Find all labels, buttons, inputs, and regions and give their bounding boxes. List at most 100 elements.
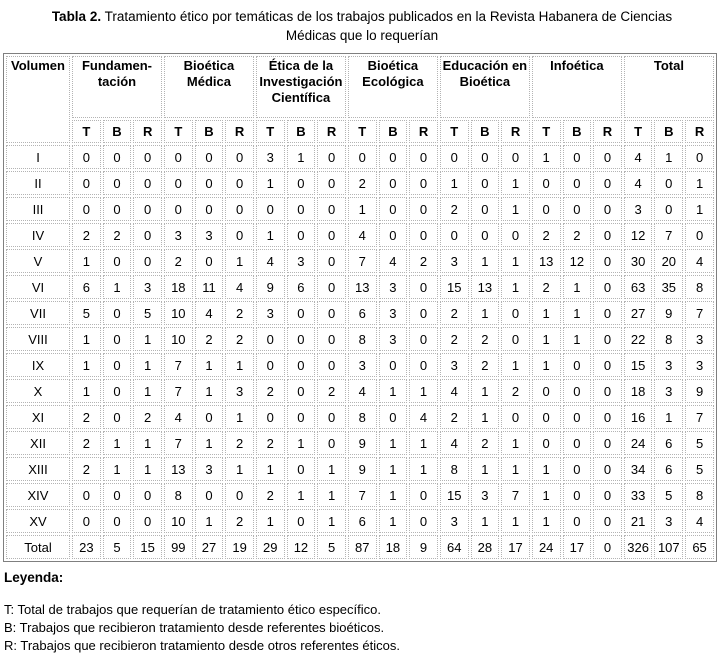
cell: 0 xyxy=(194,483,224,507)
table-row-volume-xv: XV 0 0 0 10 1 2 1 0 1 6 1 0 3 1 1 1 0 0 21 3 4 xyxy=(6,509,714,533)
cell: 0 xyxy=(470,171,500,195)
cell: 1 xyxy=(470,379,500,403)
cell: 0 xyxy=(72,171,101,195)
cell: 0 xyxy=(72,145,101,169)
cell: 0 xyxy=(531,405,561,429)
cell: 0 xyxy=(378,405,408,429)
cell: 326 xyxy=(623,535,653,559)
cell: 0 xyxy=(439,145,469,169)
cell: 1 xyxy=(378,509,408,533)
cell: 0 xyxy=(194,171,224,195)
cell: 0 xyxy=(317,275,346,299)
column-header-volumen: Volumen xyxy=(6,56,70,143)
cell: 3 xyxy=(654,509,684,533)
cell: 15 xyxy=(439,275,469,299)
cell: 0 xyxy=(501,223,530,247)
column-group-bioetica-medica: Bioética Médica xyxy=(163,56,254,118)
cell: 0 xyxy=(685,145,714,169)
cell: 9 xyxy=(347,457,377,481)
cell: 6 xyxy=(654,431,684,455)
cell: 6 xyxy=(347,509,377,533)
cell: 0 xyxy=(531,171,561,195)
cell: 1 xyxy=(531,483,561,507)
legend: Leyenda: T: Total de trabajos que requer… xyxy=(4,570,720,655)
cell: 1 xyxy=(225,249,254,273)
cell: 0 xyxy=(562,197,592,221)
cell: 3 xyxy=(225,379,254,403)
cell: 30 xyxy=(623,249,653,273)
cell: 0 xyxy=(286,301,316,325)
cell: 3 xyxy=(378,275,408,299)
table-row-volume-ix: IX 1 0 1 7 1 1 0 0 0 3 0 0 3 2 1 1 0 0 15 3 3 xyxy=(6,353,714,377)
cell: 0 xyxy=(378,197,408,221)
cell: 0 xyxy=(102,353,132,377)
cell: 33 xyxy=(623,483,653,507)
cell: 0 xyxy=(163,197,193,221)
row-label: Total xyxy=(6,535,70,559)
cell: 2 xyxy=(347,171,377,195)
cell: 3 xyxy=(470,483,500,507)
cell: 1 xyxy=(501,509,530,533)
cell: 1 xyxy=(286,483,316,507)
cell: 17 xyxy=(501,535,530,559)
cell: 29 xyxy=(255,535,285,559)
table-row-volume-vii: VII 5 0 5 10 4 2 3 0 0 6 3 0 2 1 0 1 1 0 27 9 7 xyxy=(6,301,714,325)
cell: 0 xyxy=(133,223,162,247)
cell: 2 xyxy=(255,431,285,455)
cell: 2 xyxy=(255,379,285,403)
cell: 13 xyxy=(531,249,561,273)
cell: 15 xyxy=(623,353,653,377)
cell: 6 xyxy=(286,275,316,299)
cell: 0 xyxy=(562,171,592,195)
cell: 4 xyxy=(255,249,285,273)
subcolumn-educacion-bioetica-b: B xyxy=(470,120,500,143)
cell: 0 xyxy=(531,197,561,221)
cell: 4 xyxy=(685,509,714,533)
cell: 2 xyxy=(255,483,285,507)
cell: 1 xyxy=(133,353,162,377)
cell: 1 xyxy=(225,353,254,377)
cell: 0 xyxy=(593,509,622,533)
cell: 4 xyxy=(347,379,377,403)
cell: 0 xyxy=(133,249,162,273)
cell: 1 xyxy=(685,171,714,195)
cell: 2 xyxy=(409,249,438,273)
cell: 1 xyxy=(102,431,132,455)
cell: 1 xyxy=(409,431,438,455)
cell: 1 xyxy=(470,301,500,325)
cell: 4 xyxy=(623,171,653,195)
cell: 0 xyxy=(133,509,162,533)
cell: 21 xyxy=(623,509,653,533)
cell: 0 xyxy=(133,197,162,221)
cell: 1 xyxy=(531,353,561,377)
cell: 0 xyxy=(163,145,193,169)
row-label: I xyxy=(6,145,70,169)
cell: 1 xyxy=(72,379,101,403)
cell: 0 xyxy=(654,197,684,221)
subcolumn-bioetica-ecologica-r: R xyxy=(409,120,438,143)
cell: 9 xyxy=(255,275,285,299)
cell: 0 xyxy=(562,405,592,429)
cell: 0 xyxy=(194,249,224,273)
cell: 0 xyxy=(317,171,346,195)
cell: 7 xyxy=(685,301,714,325)
row-label: V xyxy=(6,249,70,273)
row-label: II xyxy=(6,171,70,195)
cell: 12 xyxy=(562,249,592,273)
cell: 2 xyxy=(225,301,254,325)
table-caption-label: Tabla 2. xyxy=(51,9,102,24)
table-row-volume-x: X 1 0 1 7 1 3 2 0 2 4 1 1 4 1 2 0 0 0 18 3 9 xyxy=(6,379,714,403)
cell: 8 xyxy=(163,483,193,507)
cell: 0 xyxy=(102,509,132,533)
cell: 1 xyxy=(133,431,162,455)
table-row-volume-v: V 1 0 0 2 0 1 4 3 0 7 4 2 3 1 1 13 12 0 30 20 4 xyxy=(6,249,714,273)
cell: 1 xyxy=(133,379,162,403)
cell: 0 xyxy=(72,509,101,533)
cell: 0 xyxy=(593,535,622,559)
cell: 7 xyxy=(654,223,684,247)
table-row-volume-vi: VI 6 1 3 18 11 4 9 6 0 13 3 0 15 13 1 2 1 0 63 35 8 xyxy=(6,275,714,299)
cell: 18 xyxy=(623,379,653,403)
cell: 0 xyxy=(378,353,408,377)
cell: 1 xyxy=(654,405,684,429)
table-row-volume-iv: IV 2 2 0 3 3 0 1 0 0 4 0 0 0 0 0 2 2 0 12 7 0 xyxy=(6,223,714,247)
